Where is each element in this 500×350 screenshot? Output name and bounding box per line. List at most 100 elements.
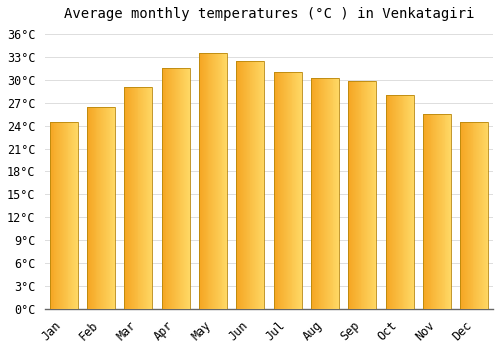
Bar <box>386 95 413 309</box>
Bar <box>476 122 477 309</box>
Bar <box>253 61 254 309</box>
Bar <box>466 122 467 309</box>
Bar <box>374 81 376 309</box>
Bar <box>210 53 212 309</box>
Bar <box>372 81 374 309</box>
Bar <box>413 95 414 309</box>
Bar <box>481 122 482 309</box>
Bar <box>130 88 131 309</box>
Bar <box>388 95 390 309</box>
Bar <box>166 68 168 309</box>
Bar <box>202 53 203 309</box>
Bar <box>465 122 466 309</box>
Bar <box>274 72 302 309</box>
Bar <box>313 78 314 309</box>
Bar <box>351 81 352 309</box>
Bar <box>236 61 264 309</box>
Bar <box>87 106 88 309</box>
Bar <box>101 106 102 309</box>
Bar <box>334 78 336 309</box>
Bar <box>406 95 407 309</box>
Bar <box>436 114 437 309</box>
Title: Average monthly temperatures (°C ) in Venkatagiri: Average monthly temperatures (°C ) in Ve… <box>64 7 474 21</box>
Bar <box>449 114 450 309</box>
Bar <box>393 95 394 309</box>
Bar <box>66 122 68 309</box>
Bar <box>72 122 73 309</box>
Bar <box>292 72 294 309</box>
Bar <box>243 61 244 309</box>
Bar <box>479 122 480 309</box>
Bar <box>424 114 425 309</box>
Bar <box>286 72 287 309</box>
Bar <box>284 72 285 309</box>
Bar <box>348 81 376 309</box>
Bar <box>322 78 323 309</box>
Bar <box>477 122 478 309</box>
Bar <box>326 78 327 309</box>
Bar <box>300 72 301 309</box>
Bar <box>254 61 255 309</box>
Bar <box>299 72 300 309</box>
Bar <box>126 88 128 309</box>
Bar <box>318 78 320 309</box>
Bar <box>98 106 100 309</box>
Bar <box>128 88 129 309</box>
Bar <box>288 72 290 309</box>
Bar <box>245 61 246 309</box>
Bar <box>358 81 360 309</box>
Bar <box>240 61 241 309</box>
Bar <box>77 122 78 309</box>
Bar <box>283 72 284 309</box>
Bar <box>255 61 256 309</box>
Bar <box>171 68 172 309</box>
Bar <box>482 122 483 309</box>
Bar <box>187 68 188 309</box>
Bar <box>276 72 278 309</box>
Bar <box>426 114 427 309</box>
Bar <box>367 81 368 309</box>
Bar <box>366 81 367 309</box>
Bar <box>298 72 299 309</box>
Bar <box>68 122 70 309</box>
Bar <box>278 72 280 309</box>
Bar <box>394 95 395 309</box>
Bar <box>188 68 189 309</box>
Bar <box>483 122 484 309</box>
Bar <box>332 78 334 309</box>
Bar <box>274 72 276 309</box>
Bar <box>423 114 424 309</box>
Bar <box>437 114 438 309</box>
Bar <box>297 72 298 309</box>
Bar <box>368 81 369 309</box>
Bar <box>324 78 325 309</box>
Bar <box>281 72 282 309</box>
Bar <box>107 106 108 309</box>
Bar <box>337 78 338 309</box>
Bar <box>52 122 54 309</box>
Bar <box>432 114 434 309</box>
Bar <box>215 53 216 309</box>
Bar <box>409 95 410 309</box>
Bar <box>51 122 52 309</box>
Bar <box>328 78 329 309</box>
Bar <box>170 68 171 309</box>
Bar <box>65 122 66 309</box>
Bar <box>168 68 170 309</box>
Bar <box>175 68 176 309</box>
Bar <box>246 61 248 309</box>
Bar <box>204 53 206 309</box>
Bar <box>352 81 353 309</box>
Bar <box>467 122 468 309</box>
Bar <box>134 88 136 309</box>
Bar <box>148 88 150 309</box>
Bar <box>438 114 439 309</box>
Bar <box>103 106 104 309</box>
Bar <box>217 53 218 309</box>
Bar <box>434 114 435 309</box>
Bar <box>186 68 187 309</box>
Bar <box>90 106 91 309</box>
Bar <box>462 122 463 309</box>
Bar <box>460 122 462 309</box>
Bar <box>70 122 72 309</box>
